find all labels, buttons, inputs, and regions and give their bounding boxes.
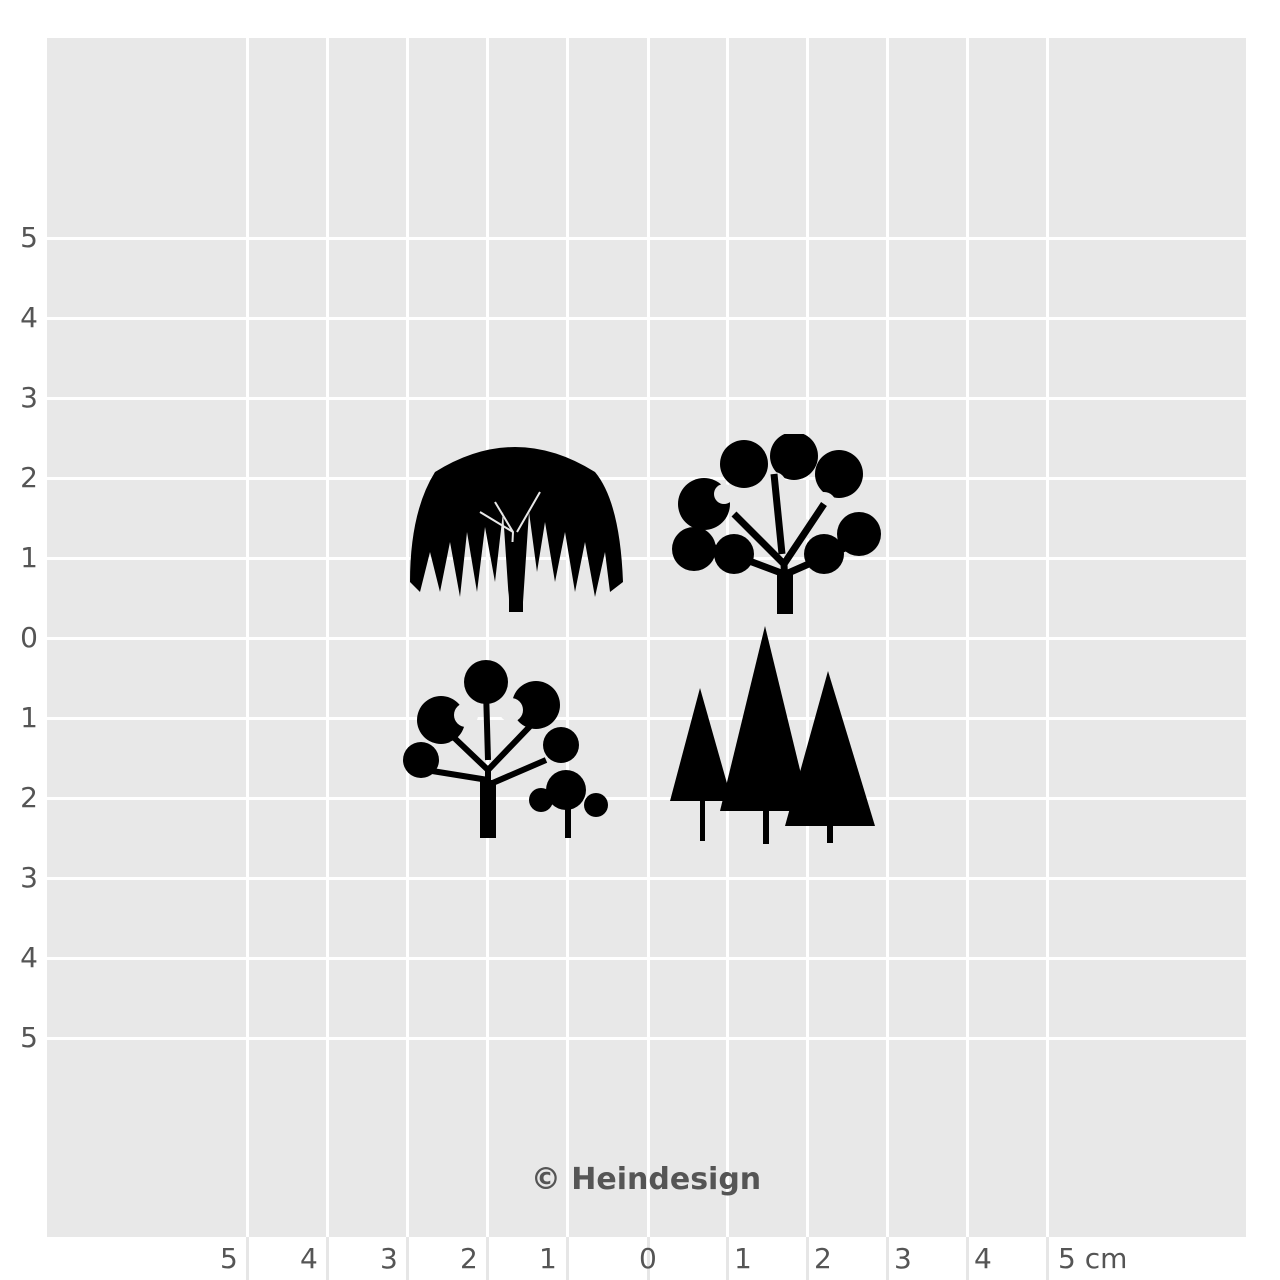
y-label: 1	[20, 701, 38, 734]
grid-line-tick	[647, 1237, 650, 1280]
grid-line-tick	[406, 1237, 409, 1280]
grid-line-horizontal	[47, 317, 1246, 320]
y-label: 2	[20, 461, 38, 494]
grid-line-horizontal	[47, 717, 1246, 720]
x-label: 4	[974, 1242, 992, 1275]
x-label: 3	[380, 1242, 398, 1275]
x-label: 5 cm	[1058, 1242, 1128, 1275]
oak-tree-stamp	[672, 434, 881, 614]
grid-line-horizontal	[47, 477, 1246, 480]
y-label: 3	[20, 381, 38, 414]
x-label: 1	[539, 1242, 557, 1275]
x-label: 4	[300, 1242, 318, 1275]
grid-line-horizontal	[47, 637, 1246, 640]
y-label: 5	[20, 221, 38, 254]
y-label: 4	[20, 301, 38, 334]
x-label: 5	[220, 1242, 238, 1275]
grid-line-tick	[886, 1237, 889, 1280]
x-label: 2	[460, 1242, 478, 1275]
grid-line-horizontal	[47, 237, 1246, 240]
y-label: 2	[20, 781, 38, 814]
grid-line-tick	[1046, 1237, 1049, 1280]
y-label: 0	[20, 621, 38, 654]
grid-line-horizontal	[47, 557, 1246, 560]
grid-line-tick	[726, 1237, 729, 1280]
y-label: 5	[20, 1021, 38, 1054]
grid-line-tick	[806, 1237, 809, 1280]
weeping-willow-stamp	[410, 447, 623, 612]
grid-line-horizontal	[47, 797, 1246, 800]
grid-line-tick	[486, 1237, 489, 1280]
x-label: 1	[734, 1242, 752, 1275]
grid-line-horizontal	[47, 397, 1246, 400]
grid-line-tick	[246, 1237, 249, 1280]
grid-line-horizontal	[47, 877, 1246, 880]
deciduous-tree-pair-stamp	[403, 660, 608, 838]
grid-line-horizontal	[47, 1037, 1246, 1040]
conifer-group-stamp	[670, 626, 875, 844]
grid-line-tick	[326, 1237, 329, 1280]
y-label: 4	[20, 941, 38, 974]
grid-line-tick	[966, 1237, 969, 1280]
x-label: 2	[814, 1242, 832, 1275]
y-label: 3	[20, 861, 38, 894]
x-label: 0	[639, 1242, 657, 1275]
y-label: 1	[20, 541, 38, 574]
grid-line-tick	[566, 1237, 569, 1280]
copyright-watermark: © Heindesign	[530, 1162, 762, 1197]
x-label: 3	[894, 1242, 912, 1275]
grid-line-horizontal	[47, 957, 1246, 960]
